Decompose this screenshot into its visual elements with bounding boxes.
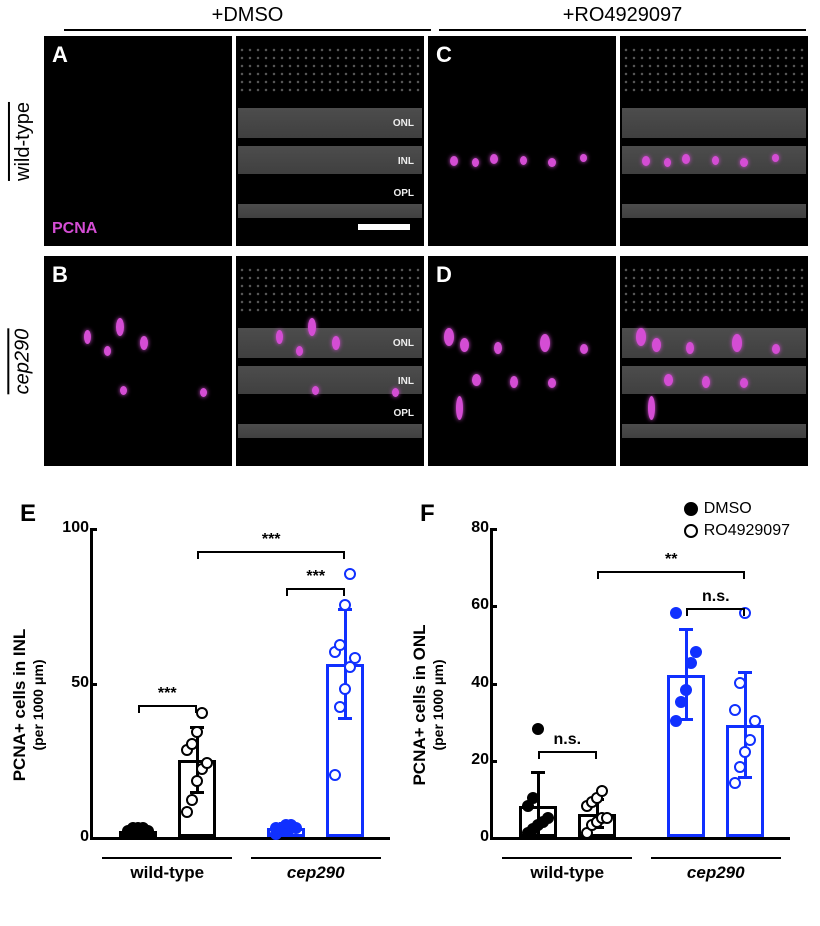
rowlabel-mut-wrap: cep290	[4, 256, 38, 466]
sigbar	[286, 588, 345, 590]
datapoint	[690, 646, 702, 658]
sigbar-cross	[597, 571, 746, 573]
datapoint	[734, 761, 746, 773]
ytick: 0	[455, 828, 489, 846]
datapoint	[186, 738, 198, 750]
chartF-plot: 020406080wild-typen.s.cep290n.s.**	[490, 528, 790, 840]
sigtext: n.s.	[702, 588, 730, 606]
layer-inl: INL	[398, 156, 414, 167]
datapoint	[680, 684, 692, 696]
sigbar-cross	[197, 551, 346, 553]
datapoint	[339, 683, 351, 695]
datapoint	[349, 652, 361, 664]
datapoint	[675, 696, 687, 708]
datapoint	[729, 704, 741, 716]
errorbar	[685, 628, 688, 721]
scalebar	[358, 224, 410, 230]
datapoint	[334, 701, 346, 713]
treatment-dmso: +DMSO	[64, 4, 431, 31]
datapoint	[729, 777, 741, 789]
datapoint	[685, 657, 697, 669]
xgroup-label: cep290	[651, 857, 781, 883]
datapoint	[334, 639, 346, 651]
datapoint	[186, 794, 198, 806]
ytick: 60	[455, 596, 489, 614]
datapoint	[285, 819, 297, 831]
sigbar	[138, 705, 197, 707]
datapoint	[191, 775, 203, 787]
panel-letter-F: F	[420, 500, 435, 528]
datapoint	[744, 734, 756, 746]
datapoint	[670, 715, 682, 727]
sigtext: ***	[306, 568, 325, 586]
treatment-ro: +RO4929097	[439, 4, 806, 31]
pcna-label: PCNA	[52, 220, 97, 238]
panel-A-merge: ONL INL OPL	[236, 36, 424, 246]
datapoint	[191, 726, 203, 738]
micrograph-grid: A PCNA ONL INL OPL C B	[44, 36, 808, 466]
ytick: 50	[55, 674, 89, 692]
ytick: 20	[455, 751, 489, 769]
datapoint	[137, 822, 149, 834]
panel-B-pcna: B	[44, 256, 232, 466]
datapoint	[344, 568, 356, 580]
treatment-header: +DMSO +RO4929097	[60, 4, 810, 31]
panel-A-pcna: A PCNA	[44, 36, 232, 246]
legend-dmso-icon	[684, 502, 698, 516]
charts-region: E PCNA+ cells in INL (per 1000 μm) 05010…	[20, 500, 800, 910]
datapoint	[749, 715, 761, 727]
datapoint	[196, 707, 208, 719]
chart-F: F DMSO RO4929097 PCNA+ cells in ONL (per…	[420, 500, 800, 910]
sigbar	[686, 608, 745, 610]
chartE-plot: 050100wild-type***cep290******	[90, 528, 390, 840]
layer-opl: OPL	[393, 188, 414, 199]
layer-onl: ONL	[393, 118, 414, 129]
panel-letter-C: C	[436, 42, 452, 68]
ytick: 100	[55, 519, 89, 537]
datapoint	[542, 812, 554, 824]
rowlabel-wt: wild-type	[8, 102, 35, 181]
panel-D-pcna: D	[428, 256, 616, 466]
ytick: 80	[455, 519, 489, 537]
legend-dmso: DMSO	[704, 500, 752, 518]
chartF-ylabel: PCNA+ cells in ONL (per 1000 μm)	[410, 624, 446, 785]
sigbar	[538, 751, 597, 753]
panel-C-pcna: C	[428, 36, 616, 246]
xgroup-label: wild-type	[102, 857, 232, 883]
ytick: 40	[455, 674, 489, 692]
chartE-ylabel: PCNA+ cells in INL (per 1000 μm)	[10, 629, 46, 782]
panel-letter-D: D	[436, 262, 452, 288]
rowlabel-wt-wrap: wild-type	[4, 36, 38, 246]
panel-B-merge: ONL INL OPL	[236, 256, 424, 466]
datapoint	[339, 599, 351, 611]
datapoint	[734, 677, 746, 689]
chart-E: E PCNA+ cells in INL (per 1000 μm) 05010…	[20, 500, 400, 910]
datapoint	[532, 723, 544, 735]
datapoint	[527, 792, 539, 804]
panel-letter-A: A	[52, 42, 68, 68]
datapoint	[739, 746, 751, 758]
sigtext-cross: **	[665, 551, 677, 569]
sigtext: ***	[158, 685, 177, 703]
rowlabel-mut: cep290	[8, 328, 35, 394]
datapoint	[670, 607, 682, 619]
panel-D-merge	[620, 256, 808, 466]
panel-letter-B: B	[52, 262, 68, 288]
panel-letter-E: E	[20, 500, 36, 528]
datapoint	[201, 757, 213, 769]
ytick: 0	[55, 828, 89, 846]
datapoint	[596, 785, 608, 797]
sigtext: n.s.	[553, 731, 581, 749]
sigtext-cross: ***	[262, 531, 281, 549]
datapoint	[601, 812, 613, 824]
xgroup-label: cep290	[251, 857, 381, 883]
xgroup-label: wild-type	[502, 857, 632, 883]
panel-C-merge	[620, 36, 808, 246]
datapoint	[329, 769, 341, 781]
datapoint	[181, 806, 193, 818]
